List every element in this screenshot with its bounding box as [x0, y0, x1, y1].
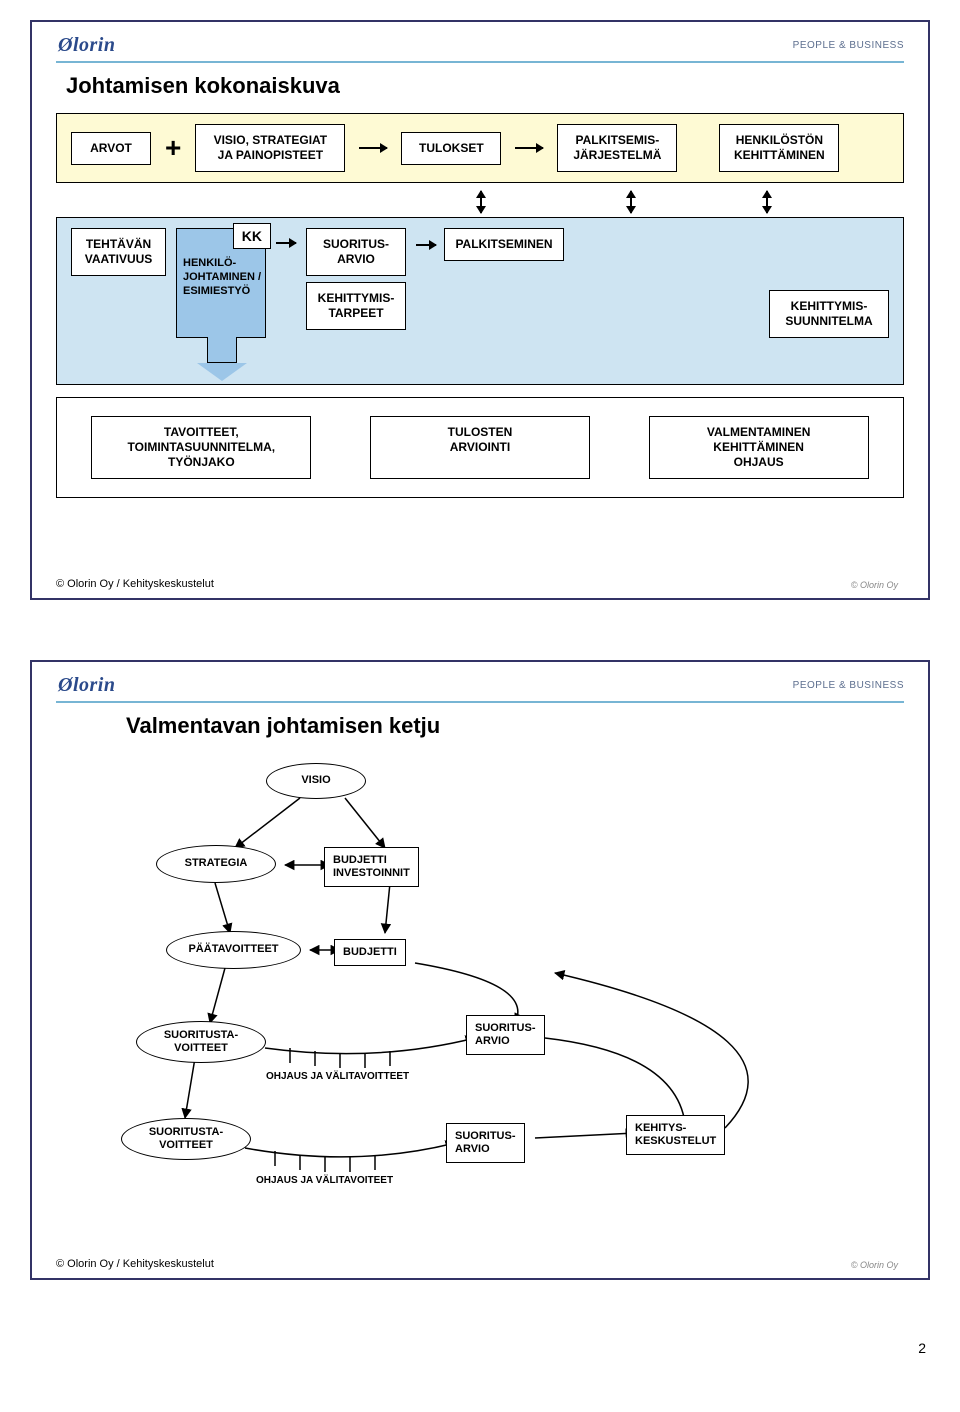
- small-copyright: © Olorin Oy: [851, 1260, 898, 1270]
- double-arrow-icon: [480, 191, 482, 213]
- box-henkjoht: HENKILÖ- JOHTAMINEN / ESIMIESTYÖ: [183, 257, 261, 298]
- box-palkitseminen: PALKITSEMINEN: [444, 228, 564, 261]
- node-budjetti: BUDJETTI: [334, 939, 406, 966]
- box-arvot: ARVOT: [71, 132, 151, 165]
- box-henkkeh: HENKILÖSTÖN KEHITTÄMINEN: [719, 124, 839, 172]
- box-tavoitteet: TAVOITTEET, TOIMINTASUUNNITELMA, TYÖNJAK…: [91, 416, 311, 479]
- box-tulokset: TULOKSET: [401, 132, 501, 165]
- down-arrow-icon: [197, 337, 247, 377]
- arrow-icon: [276, 242, 296, 244]
- arrow-icon: [515, 147, 543, 149]
- tagline: PEOPLE & BUSINESS: [793, 674, 904, 691]
- node-suorarv2: SUORITUS- ARVIO: [446, 1123, 525, 1163]
- slide2-title: Valmentavan johtamisen ketju: [126, 713, 904, 739]
- logo: lorin: [56, 674, 115, 697]
- chain-diagram: VISIO STRATEGIA BUDJETTI INVESTOINNIT PÄ…: [106, 753, 904, 1233]
- node-paatav: PÄÄTAVOITTEET: [166, 931, 301, 969]
- band-blue: TEHTÄVÄN VAATIVUUS HENKILÖ- JOHTAMINEN /…: [56, 217, 904, 385]
- double-arrow-icon: [630, 191, 632, 213]
- small-copyright: © Olorin Oy: [851, 580, 898, 590]
- logo-text: lorin: [73, 674, 116, 696]
- arrow-icon: [359, 147, 387, 149]
- band-yellow: ARVOT + VISIO, STRATEGIAT JA PAINOPISTEE…: [56, 113, 904, 183]
- box-palkjarj: PALKITSEMIS- JÄRJESTELMÄ: [557, 124, 677, 172]
- node-strategia: STRATEGIA: [156, 845, 276, 883]
- brand-row: lorin PEOPLE & BUSINESS: [56, 34, 904, 63]
- double-arrow-icon: [766, 191, 768, 213]
- plus-icon: +: [165, 134, 181, 162]
- box-tulosarv: TULOSTEN ARVIOINTI: [370, 416, 590, 479]
- node-kehkesk: KEHITYS- KESKUSTELUT: [626, 1115, 725, 1155]
- box-suorarvio: SUORITUS- ARVIO: [306, 228, 406, 276]
- copyright: © Olorin Oy / Kehityskeskustelut: [56, 1258, 214, 1270]
- label-ohjaus1: OHJAUS JA VÄLITAVOITTEET: [266, 1071, 409, 1082]
- band-white: TAVOITTEET, TOIMINTASUUNNITELMA, TYÖNJAK…: [56, 397, 904, 498]
- node-budinv: BUDJETTI INVESTOINNIT: [324, 847, 419, 887]
- node-visio: VISIO: [266, 763, 366, 799]
- copyright: © Olorin Oy / Kehityskeskustelut: [56, 578, 214, 590]
- box-kehtarp: KEHITTYMIS- TARPEET: [306, 282, 406, 330]
- node-suortav1: SUORITUSTA- VOITTEET: [136, 1021, 266, 1063]
- box-tehtvaat: TEHTÄVÄN VAATIVUUS: [71, 228, 166, 276]
- label-ohjaus2: OHJAUS JA VÄLITAVOITEET: [256, 1175, 393, 1186]
- kk-shape: HENKILÖ- JOHTAMINEN / ESIMIESTYÖ KK: [176, 228, 266, 338]
- node-suorarv1: SUORITUS- ARVIO: [466, 1015, 545, 1055]
- page-number: 2: [30, 1340, 930, 1356]
- node-suortav2: SUORITUSTA- VOITTEET: [121, 1118, 251, 1160]
- connect-row-1: [56, 191, 904, 213]
- slide-1: lorin PEOPLE & BUSINESS Johtamisen kokon…: [30, 20, 930, 600]
- tagline: PEOPLE & BUSINESS: [793, 34, 904, 51]
- kk-label: KK: [233, 223, 271, 249]
- logo-text: lorin: [73, 34, 116, 56]
- box-kehsuun: KEHITTYMIS- SUUNNITELMA: [769, 290, 889, 338]
- logo: lorin: [56, 34, 115, 57]
- arrow-icon: [416, 244, 436, 246]
- box-visio: VISIO, STRATEGIAT JA PAINOPISTEET: [195, 124, 345, 172]
- box-valment: VALMENTAMINEN KEHITTÄMINEN OHJAUS: [649, 416, 869, 479]
- slide1-title: Johtamisen kokonaiskuva: [66, 73, 904, 99]
- brand-row: lorin PEOPLE & BUSINESS: [56, 674, 904, 703]
- slide-2: lorin PEOPLE & BUSINESS Valmentavan joht…: [30, 660, 930, 1280]
